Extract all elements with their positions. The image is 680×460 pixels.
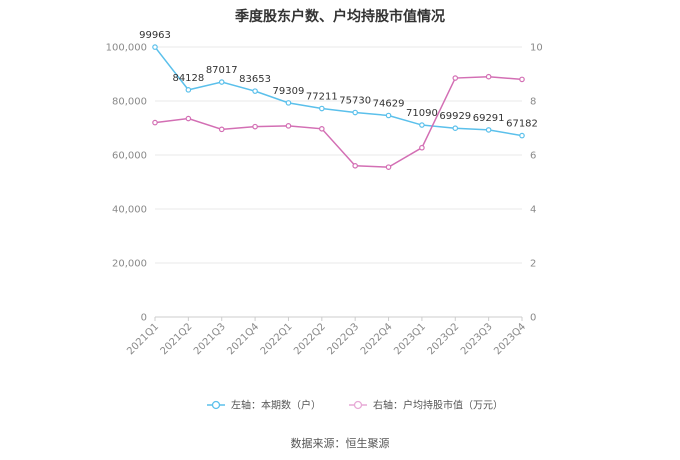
data-point bbox=[319, 126, 325, 132]
axes: 0 20,000 40,000 60,000 80,000 100,000 0 2 4 6 8 10 2… bbox=[106, 43, 543, 358]
y-left-tick-label: 100,000 bbox=[106, 43, 147, 54]
y-right-tick-label: 8 bbox=[530, 97, 536, 108]
y-left-tick-label: 80,000 bbox=[112, 97, 147, 108]
x-tick-label: 2022Q4 bbox=[359, 321, 395, 357]
legend: 左轴：本期数（户） 右轴：户均持股市值（万元） bbox=[207, 399, 503, 412]
data-point bbox=[218, 79, 225, 85]
data-point bbox=[352, 109, 358, 116]
series-line bbox=[154, 46, 523, 137]
legend-marker bbox=[353, 400, 363, 410]
data-label: 75730 bbox=[339, 96, 371, 107]
legend-label: 左轴：本期数（户） bbox=[231, 399, 321, 412]
data-point bbox=[185, 87, 192, 93]
y-left-tick-label: 0 bbox=[141, 313, 147, 324]
data-point bbox=[419, 122, 425, 128]
grid-lines bbox=[155, 46, 522, 318]
data-point bbox=[485, 127, 492, 133]
data-point bbox=[185, 115, 192, 122]
x-tick-label: 2021Q1 bbox=[125, 321, 161, 357]
data-point bbox=[218, 126, 225, 133]
y-right-tick-label: 2 bbox=[530, 259, 536, 270]
data-label: 87017 bbox=[206, 65, 238, 76]
data-point bbox=[252, 123, 258, 130]
x-tick-label: 2022Q1 bbox=[259, 321, 295, 357]
x-tick-label: 2023Q3 bbox=[459, 321, 495, 357]
y-left-tick-label: 60,000 bbox=[112, 151, 147, 162]
data-point bbox=[519, 76, 525, 83]
x-tick-label: 2023Q2 bbox=[426, 321, 462, 357]
data-point bbox=[285, 100, 292, 106]
data-label: 79309 bbox=[273, 86, 305, 97]
series-line bbox=[154, 75, 523, 168]
y-right-tick-label: 6 bbox=[530, 151, 536, 162]
x-tick-label: 2021Q3 bbox=[192, 321, 228, 357]
data-point bbox=[319, 105, 325, 112]
data-label: 67182 bbox=[506, 119, 538, 130]
series-group bbox=[152, 44, 525, 170]
x-tick-label: 2022Q3 bbox=[325, 321, 361, 357]
data-point bbox=[452, 125, 459, 131]
y-left-tick-label: 40,000 bbox=[112, 205, 147, 216]
y-right-tick-label: 10 bbox=[530, 43, 543, 54]
legend-label: 右轴：户均持股市值（万元） bbox=[373, 399, 503, 412]
data-point bbox=[285, 123, 292, 129]
data-point bbox=[152, 119, 158, 126]
x-tick-label: 2021Q4 bbox=[225, 321, 261, 357]
data-point bbox=[419, 144, 425, 151]
data-label: 84128 bbox=[172, 73, 204, 84]
data-point bbox=[485, 73, 492, 80]
data-point bbox=[519, 132, 525, 139]
data-label: 83653 bbox=[239, 74, 271, 85]
data-label: 69291 bbox=[473, 113, 505, 124]
x-tick-label: 2023Q1 bbox=[392, 321, 428, 357]
y-left-tick-label: 20,000 bbox=[112, 259, 147, 270]
data-point bbox=[452, 75, 459, 81]
data-point bbox=[352, 163, 358, 169]
data-label: 74629 bbox=[373, 99, 405, 110]
x-tick-label: 2022Q2 bbox=[292, 321, 328, 357]
y-right-tick-label: 4 bbox=[530, 205, 536, 216]
data-point bbox=[252, 88, 258, 94]
data-label: 99963 bbox=[139, 30, 171, 41]
x-tick-label: 2023Q4 bbox=[492, 321, 528, 357]
data-point bbox=[385, 112, 392, 119]
data-label: 69929 bbox=[439, 111, 471, 122]
legend-marker bbox=[211, 400, 221, 410]
x-tick-label: 2021Q2 bbox=[159, 321, 195, 357]
data-source: 数据来源：恒生聚源 bbox=[290, 437, 390, 450]
chart-title: 季度股东户数、户均持股市值情况 bbox=[235, 9, 445, 25]
data-point bbox=[152, 44, 158, 50]
y-right-tick-label: 0 bbox=[530, 313, 536, 324]
data-point bbox=[385, 164, 392, 170]
data-label: 77211 bbox=[306, 92, 338, 103]
data-label: 71090 bbox=[406, 108, 438, 119]
